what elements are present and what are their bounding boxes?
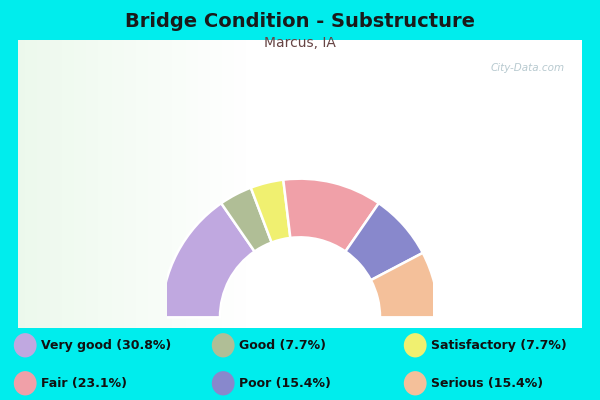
Text: Bridge Condition - Substructure: Bridge Condition - Substructure <box>125 12 475 31</box>
Ellipse shape <box>404 333 427 358</box>
Wedge shape <box>161 203 254 317</box>
Wedge shape <box>251 180 290 242</box>
Text: Fair (23.1%): Fair (23.1%) <box>41 377 127 390</box>
Text: City-Data.com: City-Data.com <box>491 63 565 73</box>
Ellipse shape <box>212 333 235 358</box>
Ellipse shape <box>212 371 235 396</box>
Wedge shape <box>371 253 439 317</box>
Ellipse shape <box>404 371 427 396</box>
Wedge shape <box>283 179 379 252</box>
Wedge shape <box>221 188 272 252</box>
Text: Marcus, IA: Marcus, IA <box>264 36 336 50</box>
Ellipse shape <box>14 333 37 358</box>
Wedge shape <box>346 203 423 280</box>
Text: Serious (15.4%): Serious (15.4%) <box>431 377 543 390</box>
Text: Good (7.7%): Good (7.7%) <box>239 339 326 352</box>
Text: Poor (15.4%): Poor (15.4%) <box>239 377 331 390</box>
Text: Very good (30.8%): Very good (30.8%) <box>41 339 171 352</box>
Text: Satisfactory (7.7%): Satisfactory (7.7%) <box>431 339 566 352</box>
Ellipse shape <box>14 371 37 396</box>
